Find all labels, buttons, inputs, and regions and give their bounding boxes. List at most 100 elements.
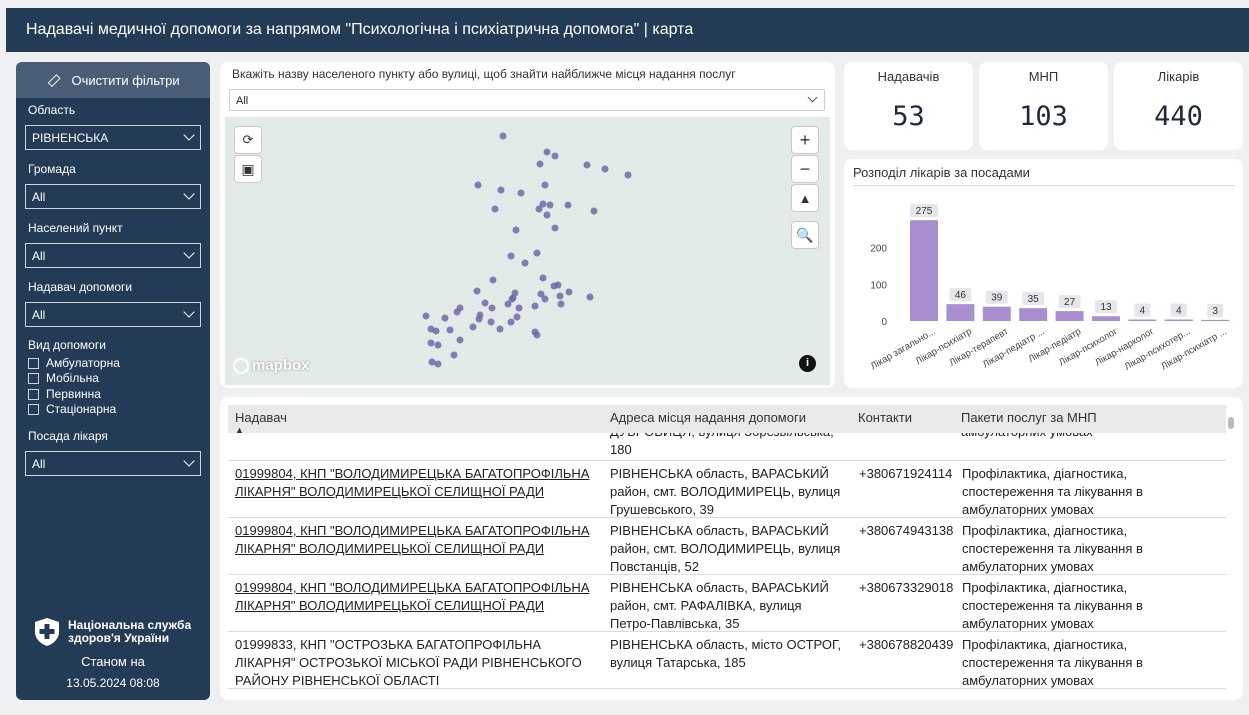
map-point[interactable] [515,304,523,312]
map-point[interactable] [427,339,435,347]
checkbox[interactable] [28,403,39,415]
map-point[interactable] [590,207,598,215]
map-point[interactable] [450,351,458,359]
compass-icon[interactable]: ▲ [791,184,819,212]
map-point[interactable] [624,171,632,179]
map-point[interactable] [434,341,442,349]
table-row[interactable]: 01999804, КНП "ВОЛОДИМИРЕЦЬКА БАГАТОПРОФ… [228,461,1226,518]
zoom-to-fit-icon[interactable]: 🔍 [791,221,819,249]
map-point[interactable] [508,295,516,303]
info-icon[interactable]: i [799,355,816,372]
region-select[interactable]: РІВНЕНСЬКА [25,125,201,150]
provider-select[interactable]: All [25,302,201,327]
map-point[interactable] [543,211,551,219]
provider-link[interactable]: 01999804, КНП "ВОЛОДИМИРЕЦЬКА БАГАТОПРОФ… [235,466,590,499]
map-point[interactable] [496,325,504,333]
table-scrollbar[interactable] [1228,417,1234,429]
zoom-in-button[interactable]: + [791,126,819,154]
map-point[interactable] [473,287,481,295]
map-point[interactable] [489,276,497,284]
map-point[interactable] [556,292,564,300]
map-point[interactable] [507,318,515,326]
bar[interactable] [946,304,975,321]
map-point[interactable] [475,315,483,323]
care-type-checkbox-mobile[interactable]: Мобільна [28,371,99,385]
map-point[interactable] [446,326,454,334]
bar[interactable] [1019,308,1048,321]
map-point[interactable] [434,360,442,368]
map-point[interactable] [487,318,495,326]
map-point[interactable] [491,205,499,213]
map-point[interactable] [565,288,573,296]
map-point[interactable] [469,323,477,331]
community-select[interactable]: All [25,184,201,209]
map-point[interactable] [533,249,541,257]
map-point[interactable] [537,290,545,298]
map-point[interactable] [453,308,461,316]
zoom-out-button[interactable]: − [791,155,819,183]
map-point[interactable] [539,200,547,208]
table-row[interactable]: 01999804, КНП "ВОЛОДИМИРЕЦЬКА БАГАТОПРОФ… [228,575,1226,632]
bar[interactable] [1092,316,1120,321]
map-point[interactable] [428,358,436,366]
checkbox[interactable] [28,372,39,384]
care-type-checkbox-outpatient[interactable]: Амбулаторна [28,356,120,370]
map-point[interactable] [507,252,515,260]
map-point[interactable] [531,302,539,310]
col-header-contacts[interactable]: Контакти [858,410,913,425]
map-point[interactable] [488,304,496,312]
map-point[interactable] [546,201,554,209]
map-point[interactable] [601,165,609,173]
map-point[interactable] [497,186,505,194]
checkbox[interactable] [28,357,39,369]
map-point[interactable] [541,295,549,303]
map-point[interactable] [541,181,549,189]
map-point[interactable] [557,300,565,308]
map-point[interactable] [551,224,559,232]
map-point[interactable] [432,327,440,335]
bar[interactable] [1055,311,1084,321]
map-point[interactable] [539,274,547,282]
map-point[interactable] [550,282,558,290]
map-point[interactable] [521,259,529,267]
col-header-provider[interactable]: Надавач ▲ [235,410,287,435]
bar[interactable] [1201,319,1230,321]
checkbox[interactable] [28,388,39,400]
map-point[interactable] [513,313,521,321]
provider-link[interactable]: 01999804, КНП "ВОЛОДИМИРЕЦЬКА БАГАТОПРОФ… [235,523,590,556]
location-search-select[interactable]: All [229,89,825,111]
table-row[interactable]: 01999804, КНП "ВОЛОДИМИРЕЦЬКА БАГАТОПРОФ… [228,518,1226,575]
bar[interactable] [910,220,938,321]
table-row[interactable]: 01999833, КНП "ОСТРОЗЬКА БАГАТОПРОФІЛЬНА… [228,632,1226,689]
map-point[interactable] [586,293,594,301]
map-point[interactable] [535,205,543,213]
clear-filters-button[interactable]: ▭ Очистити фільтри [16,62,210,98]
map-point[interactable] [543,148,551,156]
settlement-select[interactable]: All [25,243,201,268]
map-point[interactable] [456,336,464,344]
map-point[interactable] [512,226,520,234]
provider-link[interactable]: 01999804, КНП "ВОЛОДИМИРЕЦЬКА БАГАТОПРОФ… [235,580,590,613]
map-point[interactable] [583,161,591,169]
map-point[interactable] [499,132,507,140]
lasso-select-icon[interactable]: ⟳ [234,126,262,154]
care-type-checkbox-primary[interactable]: Первинна [28,387,101,401]
map-point[interactable] [441,314,449,322]
map-point[interactable] [422,312,430,320]
map-point[interactable] [533,331,541,339]
bar[interactable] [1164,319,1193,321]
map-point[interactable] [517,189,525,197]
map-point[interactable] [564,201,572,209]
map-point[interactable] [481,299,489,307]
map-point[interactable] [474,181,482,189]
map-point[interactable] [504,300,512,308]
care-type-checkbox-inpatient[interactable]: Стаціонарна [28,402,116,416]
position-select[interactable]: All [25,451,201,476]
map-point[interactable] [551,152,559,160]
col-header-address[interactable]: Адреса місця надання допомоги [610,410,806,425]
bar[interactable] [1128,319,1157,321]
rectangle-select-icon[interactable]: ▣ [234,155,262,183]
map-canvas[interactable]: ⟳ ▣ + − ▲ 🔍 mapbox i [225,117,830,385]
col-header-packages[interactable]: Пакети послуг за МНП [961,410,1097,425]
map-point[interactable] [536,160,544,168]
